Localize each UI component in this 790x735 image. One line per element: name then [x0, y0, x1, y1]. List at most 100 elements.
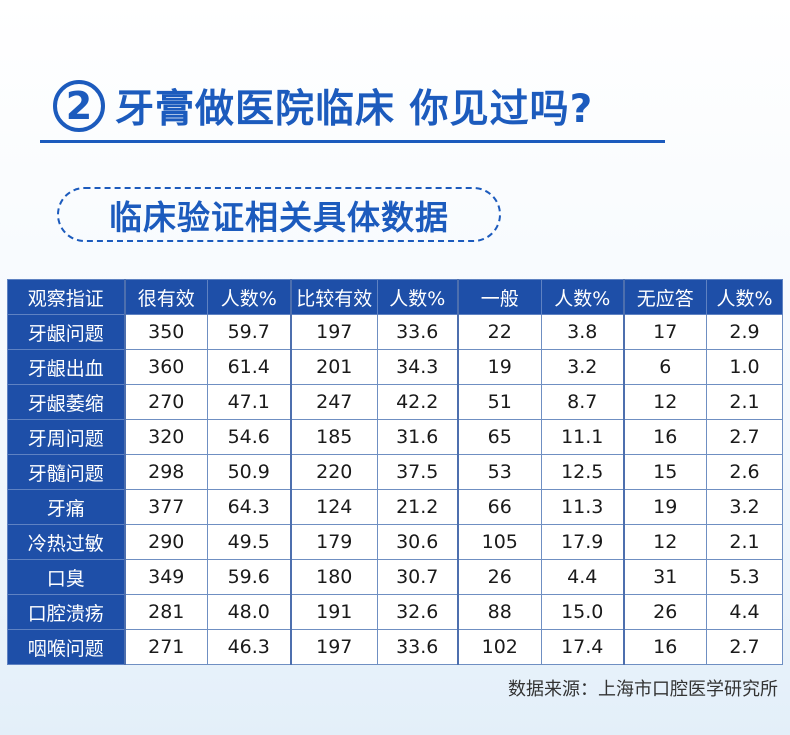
row-label-cell: 牙龈出血	[7, 349, 125, 385]
table-header-row: 观察指证 很有效 人数% 比较有效 人数% 一般 人数% 无应答 人数%	[7, 279, 783, 315]
value-cell: 2.6	[706, 454, 783, 490]
row-label-cell: 牙周问题	[7, 419, 125, 455]
value-cell: 281	[123, 594, 208, 630]
value-cell: 12.5	[541, 454, 624, 490]
value-cell: 19	[456, 349, 542, 385]
header-cell: 很有效	[123, 279, 208, 315]
value-cell: 66	[456, 489, 542, 525]
value-cell: 350	[123, 314, 208, 350]
value-cell: 19	[622, 489, 707, 525]
value-cell: 64.3	[207, 489, 291, 525]
value-cell: 31	[622, 559, 707, 595]
value-cell: 61.4	[207, 349, 291, 385]
value-cell: 2.7	[706, 629, 783, 665]
table-row: 牙龈萎缩 270 47.1 247 42.2 51 8.7 12 2.1	[7, 384, 783, 420]
value-cell: 26	[622, 594, 707, 630]
value-cell: 15	[622, 454, 707, 490]
value-cell: 197	[289, 314, 378, 350]
value-cell: 59.6	[207, 559, 291, 595]
value-cell: 46.3	[207, 629, 291, 665]
table-row: 牙痛 377 64.3 124 21.2 66 11.3 19 3.2	[7, 489, 783, 525]
value-cell: 6	[622, 349, 707, 385]
value-cell: 2.9	[706, 314, 783, 350]
table-row: 口腔溃疡 281 48.0 191 32.6 88 15.0 26 4.4	[7, 594, 783, 630]
value-cell: 54.6	[207, 419, 291, 455]
value-cell: 33.6	[377, 629, 458, 665]
value-cell: 2.1	[706, 384, 783, 420]
row-label-cell: 冷热过敏	[7, 524, 125, 560]
value-cell: 105	[456, 524, 542, 560]
value-cell: 3.8	[541, 314, 624, 350]
value-cell: 179	[289, 524, 378, 560]
value-cell: 247	[289, 384, 378, 420]
table-row: 牙周问题 320 54.6 185 31.6 65 11.1 16 2.7	[7, 419, 783, 455]
heading-underline	[40, 140, 665, 143]
value-cell: 201	[289, 349, 378, 385]
value-cell: 220	[289, 454, 378, 490]
value-cell: 51	[456, 384, 542, 420]
section-heading: 2 牙膏做医院临床 你见过吗?	[53, 78, 593, 134]
table-row: 牙龈问题 350 59.7 197 33.6 22 3.8 17 2.9	[7, 314, 783, 350]
value-cell: 124	[289, 489, 378, 525]
value-cell: 290	[123, 524, 208, 560]
value-cell: 8.7	[541, 384, 624, 420]
value-cell: 4.4	[706, 594, 783, 630]
value-cell: 180	[289, 559, 378, 595]
section-number-badge: 2	[53, 80, 105, 132]
value-cell: 12	[622, 524, 707, 560]
value-cell: 15.0	[541, 594, 624, 630]
clinical-data-table: 观察指证 很有效 人数% 比较有效 人数% 一般 人数% 无应答 人数% 牙龈问…	[7, 279, 783, 665]
header-cell: 人数%	[377, 279, 458, 315]
subtitle-text: 临床验证相关具体数据	[109, 197, 449, 237]
table-row: 牙髓问题 298 50.9 220 37.5 53 12.5 15 2.6	[7, 454, 783, 490]
header-cell: 人数%	[541, 279, 624, 315]
value-cell: 48.0	[207, 594, 291, 630]
value-cell: 1.0	[706, 349, 783, 385]
value-cell: 30.6	[377, 524, 458, 560]
value-cell: 16	[622, 629, 707, 665]
header-cell: 观察指证	[7, 279, 125, 315]
value-cell: 16	[622, 419, 707, 455]
row-label-cell: 牙龈问题	[7, 314, 125, 350]
data-source-note: 数据来源：上海市口腔医学研究所	[508, 679, 778, 700]
value-cell: 298	[123, 454, 208, 490]
value-cell: 11.1	[541, 419, 624, 455]
value-cell: 185	[289, 419, 378, 455]
value-cell: 21.2	[377, 489, 458, 525]
value-cell: 33.6	[377, 314, 458, 350]
value-cell: 2.7	[706, 419, 783, 455]
value-cell: 22	[456, 314, 542, 350]
table-row: 口臭 349 59.6 180 30.7 26 4.4 31 5.3	[7, 559, 783, 595]
value-cell: 34.3	[377, 349, 458, 385]
value-cell: 12	[622, 384, 707, 420]
value-cell: 47.1	[207, 384, 291, 420]
row-label-cell: 咽喉问题	[7, 629, 125, 665]
value-cell: 102	[456, 629, 542, 665]
header-cell: 人数%	[207, 279, 291, 315]
row-label-cell: 口腔溃疡	[7, 594, 125, 630]
header-cell: 人数%	[706, 279, 783, 315]
value-cell: 320	[123, 419, 208, 455]
table-row: 咽喉问题 271 46.3 197 33.6 102 17.4 16 2.7	[7, 629, 783, 665]
value-cell: 50.9	[207, 454, 291, 490]
value-cell: 191	[289, 594, 378, 630]
value-cell: 31.6	[377, 419, 458, 455]
value-cell: 197	[289, 629, 378, 665]
value-cell: 4.4	[541, 559, 624, 595]
value-cell: 270	[123, 384, 208, 420]
value-cell: 37.5	[377, 454, 458, 490]
value-cell: 349	[123, 559, 208, 595]
value-cell: 49.5	[207, 524, 291, 560]
row-label-cell: 牙龈萎缩	[7, 384, 125, 420]
row-label-cell: 牙髓问题	[7, 454, 125, 490]
value-cell: 271	[123, 629, 208, 665]
value-cell: 377	[123, 489, 208, 525]
value-cell: 42.2	[377, 384, 458, 420]
value-cell: 3.2	[541, 349, 624, 385]
value-cell: 360	[123, 349, 208, 385]
value-cell: 30.7	[377, 559, 458, 595]
header-cell: 无应答	[622, 279, 707, 315]
value-cell: 5.3	[706, 559, 783, 595]
row-label-cell: 牙痛	[7, 489, 125, 525]
value-cell: 11.3	[541, 489, 624, 525]
